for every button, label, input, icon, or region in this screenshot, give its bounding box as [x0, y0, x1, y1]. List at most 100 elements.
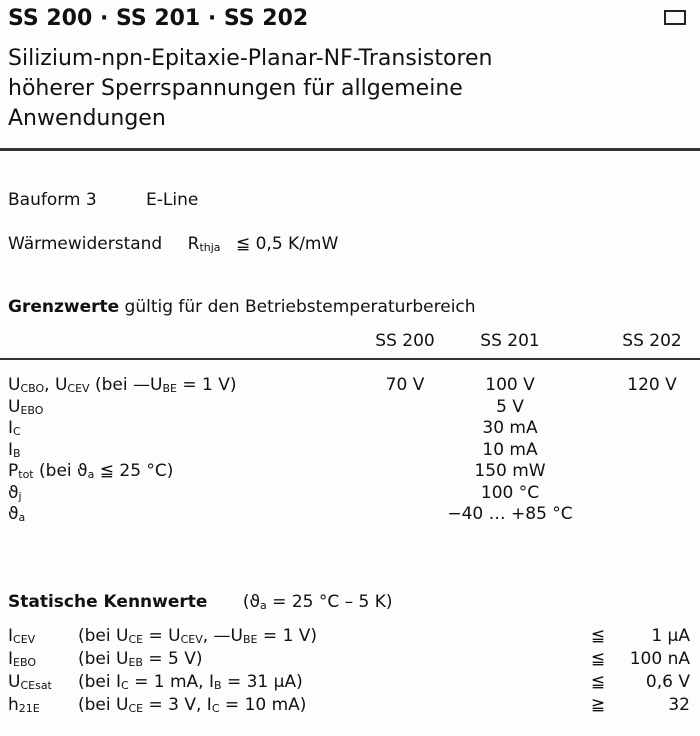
symbol: ϑ [8, 482, 19, 503]
limit-row: ϑa [8, 504, 25, 524]
condition-rest-2: = 10 mA) [219, 695, 307, 715]
symbol-sub: CBO [20, 382, 45, 395]
static-cond-sub: a [260, 599, 267, 612]
symbol-sub: C [13, 425, 21, 438]
condition: (bei U [78, 695, 129, 715]
limit-row: UCBO, UCEV (bei —UBE = 1 V) [8, 375, 236, 395]
thermal-symbol: R [187, 234, 200, 254]
symbol-sub: 21E [18, 702, 40, 715]
relation: ≦ [590, 649, 606, 669]
condition-rest: = 5 V) [142, 649, 203, 669]
symbol-sub: B [13, 446, 21, 460]
condition: (bei ϑ [33, 461, 88, 481]
condition-rest: = 1 V) [176, 375, 237, 395]
symbol: U [8, 375, 21, 395]
limit-value: 150 mW [474, 461, 546, 481]
static-heading-bold: Statische Kennwerte [8, 592, 208, 612]
condition-rest: = 3 V, I [143, 695, 212, 715]
static-cond: (ϑ [242, 592, 261, 612]
static-value: 0,6 V [645, 672, 690, 692]
limit-value: 100 °C [480, 482, 540, 503]
condition-sub: EB [128, 656, 143, 669]
condition-sub: CE [128, 702, 144, 715]
symbol-sub: j [18, 489, 22, 503]
static-row: ICEV (bei UCE = UCEV, —UBE = 1 V) [8, 626, 317, 646]
thermal-label: Wärmewiderstand [8, 234, 163, 254]
limit-row: UEBO [8, 397, 43, 417]
page-title: SS 200 · SS 201 · SS 202 [8, 6, 309, 31]
symbol-sub: EBO [13, 656, 36, 669]
subtitle-line-2: höherer Sperrspannungen für allgemeine [8, 76, 463, 101]
condition: (bei U [78, 626, 129, 646]
condition-rest: = 1 mA, I [128, 672, 215, 692]
package-label: Bauform 3 [8, 190, 97, 210]
limits-heading: Grenzwerte gültig für den Betriebstemper… [8, 297, 476, 317]
condition: (bei —U [89, 375, 163, 395]
limit-value: −40 … +85 °C [447, 504, 573, 524]
static-heading: Statische Kennwerte (ϑa = 25 °C – 5 K) [8, 592, 393, 612]
symbol: h [8, 695, 19, 715]
condition-sub-2: C [211, 702, 220, 715]
column-ss202: SS 202 [622, 331, 682, 351]
symbol-sub: tot [18, 468, 34, 481]
thermal-sub: thja [199, 241, 221, 254]
divider [0, 358, 700, 360]
condition-sub: BE [162, 382, 177, 395]
condition: (bei I [78, 672, 122, 692]
column-ss201: SS 201 [480, 331, 540, 351]
limit-value: 30 mA [482, 418, 538, 438]
limits-heading-bold: Grenzwerte [8, 297, 120, 317]
condition-sub: C [121, 679, 129, 692]
limit-value: 120 V [627, 375, 677, 395]
symbol: P [8, 461, 19, 481]
limit-row: Ptot (bei ϑa ≦ 25 °C) [8, 461, 173, 481]
checkbox-square-icon [664, 10, 686, 25]
column-ss200: SS 200 [375, 331, 435, 351]
condition-sub-2: B [214, 679, 222, 692]
limit-row: IC [8, 418, 21, 438]
symbol-sub: a [18, 511, 26, 524]
condition-rest-2: , —U [202, 626, 244, 646]
limit-row: IB [8, 440, 21, 460]
symbol: I [8, 649, 14, 669]
symbol: I [8, 439, 14, 460]
symbol-2-sub: CEV [67, 382, 90, 395]
limit-row: ϑj [8, 483, 22, 503]
relation: ≦ [590, 672, 606, 692]
static-row: UCEsat (bei IC = 1 mA, IB = 31 µA) [8, 672, 303, 692]
condition-rest: = U [143, 626, 181, 646]
package-value: E-Line [146, 190, 199, 210]
relation: ≦ [590, 626, 606, 646]
symbol-2: , U [44, 375, 68, 395]
static-value: 32 [668, 695, 690, 715]
thermal-relation: ≦ [235, 234, 251, 254]
condition-rest-3: = 1 V) [257, 626, 318, 646]
symbol-sub: CEV [13, 633, 36, 646]
condition: (bei U [78, 649, 129, 669]
thermal-resistance: Wärmewiderstand Rthja ≦ 0,5 K/mW [8, 234, 338, 254]
divider [0, 148, 700, 151]
limits-heading-rest: gültig für den Betriebstemperaturbereich [124, 297, 476, 317]
condition-sub-3: BE [243, 633, 258, 646]
static-row: IEBO (bei UEB = 5 V) [8, 649, 203, 669]
limit-value: 10 mA [482, 439, 538, 460]
relation: ≧ [590, 695, 606, 715]
symbol-sub: CEsat [20, 679, 52, 692]
symbol: I [8, 418, 14, 438]
subtitle-line-1: Silizium-npn-Epitaxie-Planar-NF-Transist… [8, 46, 493, 71]
condition-sub: a [87, 468, 95, 481]
static-row: h21E (bei UCE = 3 V, IC = 10 mA) [8, 695, 306, 715]
symbol: I [8, 626, 14, 646]
limit-value: 5 V [496, 396, 524, 417]
static-value: 1 µA [651, 626, 690, 646]
condition-sub: CE [128, 633, 144, 646]
condition-sub-2: CEV [180, 633, 203, 646]
subtitle-line-3: Anwendungen [8, 106, 166, 131]
static-cond-rest: = 25 °C – 5 K) [266, 592, 393, 612]
symbol: U [8, 672, 21, 692]
condition-rest-2: = 31 µA) [221, 672, 303, 692]
limit-value: 70 V [385, 375, 425, 395]
symbol-sub: EBO [20, 403, 44, 417]
static-value: 100 nA [629, 649, 690, 669]
